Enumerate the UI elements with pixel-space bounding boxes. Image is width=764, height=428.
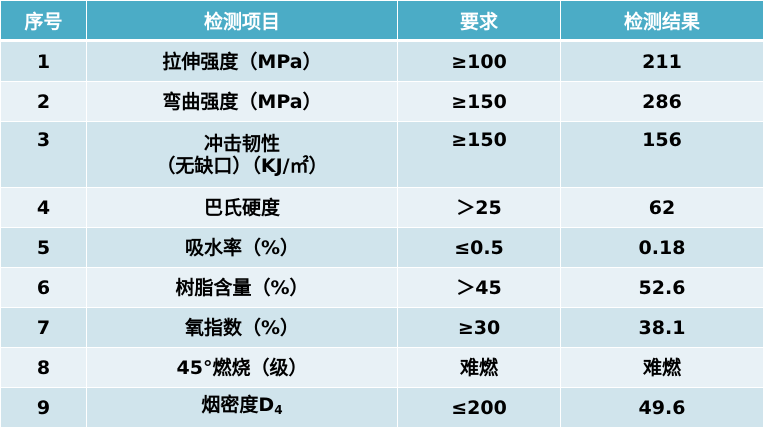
cell-no: 4 [1, 188, 87, 228]
cell-requirement: ≥150 [398, 82, 561, 122]
cell-result: 62 [561, 188, 763, 228]
cell-requirement: ≥30 [398, 308, 561, 348]
cell-item: 烟密度D4 [87, 388, 398, 428]
cell-item: 冲击韧性 （无缺口）（KJ/㎡） [87, 122, 398, 188]
cell-item: 氧指数（%） [87, 308, 398, 348]
header-item: 检测项目 [87, 1, 398, 42]
cell-requirement: ≥150 [398, 122, 561, 188]
table-row: 7 氧指数（%） ≥30 38.1 [1, 308, 763, 348]
cell-requirement: ≥100 [398, 42, 561, 82]
cell-result: 286 [561, 82, 763, 122]
cell-no: 1 [1, 42, 87, 82]
cell-item-main: 烟密度D [201, 394, 275, 416]
cell-no: 6 [1, 268, 87, 308]
cell-requirement: ≤200 [398, 388, 561, 428]
table-row: 3 冲击韧性 （无缺口）（KJ/㎡） ≥150 156 [1, 122, 763, 188]
cell-item: 巴氏硬度 [87, 188, 398, 228]
cell-no: 8 [1, 348, 87, 388]
cell-no: 3 [1, 122, 87, 188]
cell-requirement: ＞25 [398, 188, 561, 228]
cell-item-line1: 冲击韧性 [203, 132, 280, 155]
header-result: 检测结果 [561, 1, 763, 42]
cell-result: 52.6 [561, 268, 763, 308]
cell-item: 拉伸强度（MPa） [87, 42, 398, 82]
cell-result: 211 [561, 42, 763, 82]
table-row: 6 树脂含量（%） ＞45 52.6 [1, 268, 763, 308]
table-row: 1 拉伸强度（MPa） ≥100 211 [1, 42, 763, 82]
table-row: 2 弯曲强度（MPa） ≥150 286 [1, 82, 763, 122]
table-row: 5 吸水率（%） ≤0.5 0.18 [1, 228, 763, 268]
cell-result: 0.18 [561, 228, 763, 268]
cell-result: 难燃 [561, 348, 763, 388]
cell-item-subscript: 4 [274, 403, 283, 417]
cell-item: 树脂含量（%） [87, 268, 398, 308]
cell-item: 吸水率（%） [87, 228, 398, 268]
cell-result: 38.1 [561, 308, 763, 348]
cell-requirement: 难燃 [398, 348, 561, 388]
cell-no: 5 [1, 228, 87, 268]
cell-requirement: ≤0.5 [398, 228, 561, 268]
table-row: 9 烟密度D4 ≤200 49.6 [1, 388, 763, 428]
cell-item-line2: （无缺口）（KJ/㎡） [156, 154, 328, 177]
cell-item: 45°燃烧（级） [87, 348, 398, 388]
header-no: 序号 [1, 1, 87, 42]
header-requirement: 要求 [398, 1, 561, 42]
cell-item: 弯曲强度（MPa） [87, 82, 398, 122]
cell-no: 9 [1, 388, 87, 428]
cell-no: 2 [1, 82, 87, 122]
cell-result: 156 [561, 122, 763, 188]
cell-result: 49.6 [561, 388, 763, 428]
cell-requirement: ＞45 [398, 268, 561, 308]
table-header-row: 序号 检测项目 要求 检测结果 [1, 1, 763, 42]
cell-no: 7 [1, 308, 87, 348]
table-row: 8 45°燃烧（级） 难燃 难燃 [1, 348, 763, 388]
table-row: 4 巴氏硬度 ＞25 62 [1, 188, 763, 228]
